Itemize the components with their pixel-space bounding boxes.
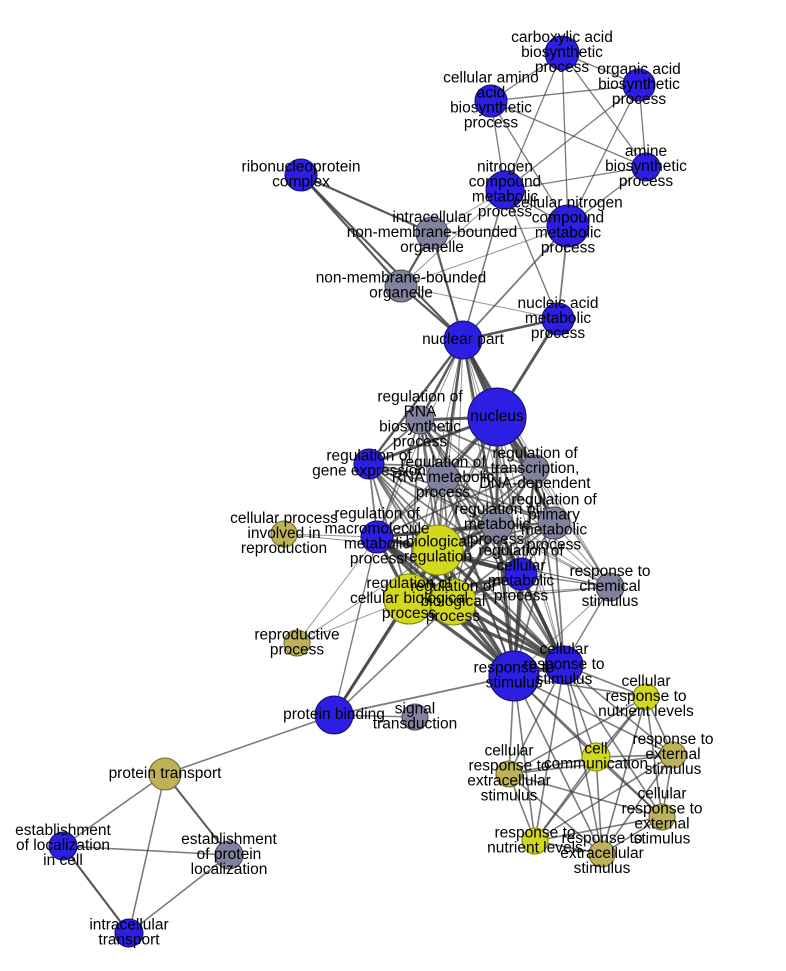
svg-text:stimulus: stimulus	[645, 761, 702, 778]
svg-text:process: process	[535, 59, 590, 76]
svg-text:process: process	[426, 608, 481, 625]
svg-text:process: process	[494, 588, 549, 605]
svg-text:communication: communication	[544, 756, 648, 773]
svg-text:nuclear part: nuclear part	[422, 331, 505, 348]
svg-text:process: process	[350, 551, 405, 568]
svg-text:transport: transport	[98, 932, 160, 949]
svg-text:localization: localization	[191, 861, 268, 878]
svg-text:process: process	[619, 173, 674, 190]
svg-text:reproduction: reproduction	[241, 540, 327, 557]
svg-text:nutrient levels: nutrient levels	[598, 703, 694, 720]
svg-text:in cell: in cell	[43, 852, 83, 869]
svg-text:protein binding: protein binding	[283, 706, 385, 723]
svg-text:stimulus: stimulus	[574, 860, 631, 877]
svg-text:stimulus: stimulus	[481, 788, 538, 805]
svg-text:process: process	[416, 484, 471, 501]
svg-text:transduction: transduction	[373, 716, 457, 733]
svg-text:organelle: organelle	[400, 239, 464, 256]
svg-text:process: process	[541, 240, 596, 257]
svg-text:process: process	[464, 115, 519, 132]
svg-text:process: process	[612, 91, 667, 108]
svg-text:stimulus: stimulus	[486, 675, 543, 692]
svg-text:organelle: organelle	[369, 285, 433, 302]
svg-text:process: process	[270, 642, 325, 659]
svg-text:process: process	[531, 325, 586, 342]
svg-text:protein transport: protein transport	[109, 765, 223, 782]
svg-text:DNA-dependent: DNA-dependent	[479, 475, 591, 492]
svg-text:regulation: regulation	[404, 549, 472, 566]
svg-text:complex: complex	[272, 174, 330, 191]
svg-text:stimulus: stimulus	[582, 593, 639, 610]
svg-text:nucleus: nucleus	[470, 408, 524, 425]
